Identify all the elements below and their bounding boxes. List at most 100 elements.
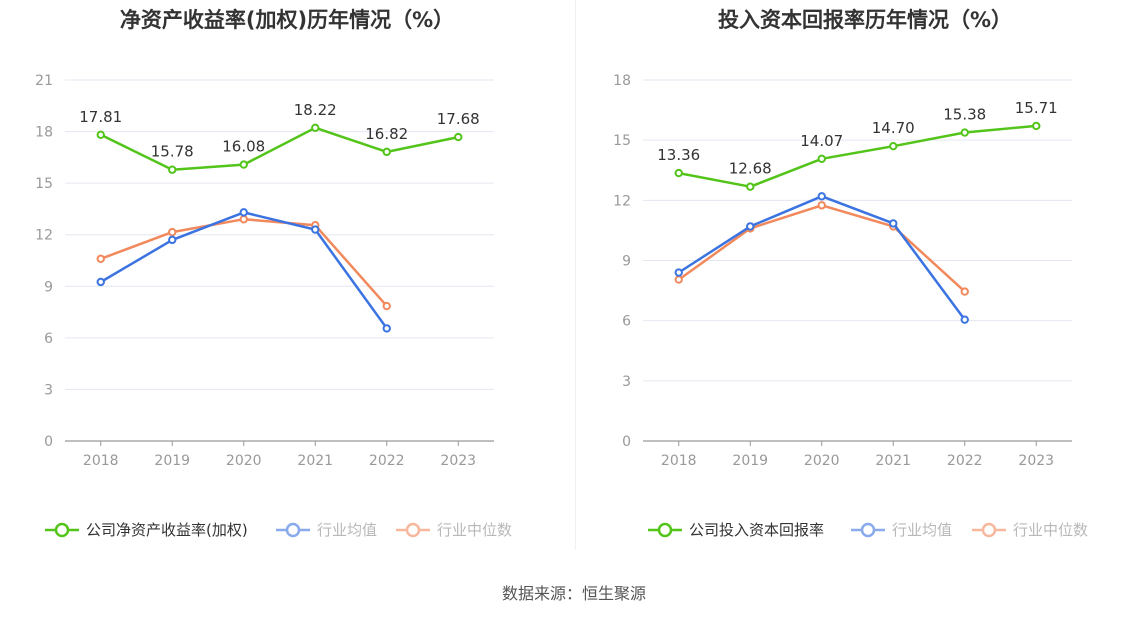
data-point [674, 268, 683, 277]
data-label: 13.36 [657, 146, 700, 164]
data-point [746, 222, 755, 231]
data-point [239, 208, 248, 217]
y-tick-label: 6 [622, 314, 631, 330]
data-point [382, 301, 391, 311]
legend-item: 行业中位数 [972, 521, 1088, 539]
series-line [100, 126, 459, 171]
data-point [311, 225, 320, 234]
series-line [678, 204, 966, 293]
data-point [239, 160, 248, 169]
y-tick-label: 9 [622, 254, 631, 270]
y-tick-label: 9 [44, 279, 53, 295]
series-line [100, 211, 388, 330]
data-point [96, 277, 105, 287]
panel-divider [575, 0, 576, 550]
data-point [817, 154, 826, 164]
legend-item: 公司净资产收益率(加权) [45, 521, 248, 539]
data-point [454, 132, 463, 142]
y-tick-label: 6 [44, 331, 53, 347]
x-tick-label: 2020 [804, 453, 840, 469]
x-tick-label: 2021 [875, 453, 911, 469]
legend-marker [981, 522, 997, 538]
data-label: 17.68 [437, 110, 480, 128]
data-point [168, 227, 177, 237]
y-tick-label: 12 [613, 193, 631, 209]
data-point [817, 192, 826, 201]
legend-marker [285, 522, 301, 538]
x-tick-label: 2022 [369, 453, 405, 469]
x-tick-label: 2019 [154, 453, 190, 469]
series-line [678, 195, 966, 321]
legend-item: 行业均值 [851, 521, 952, 539]
data-label: 14.07 [800, 132, 843, 150]
data-point [96, 254, 105, 263]
legend-item: 行业均值 [276, 521, 377, 539]
data-point [96, 130, 105, 140]
data-point [746, 182, 755, 191]
x-tick-label: 2023 [440, 453, 476, 469]
y-tick-label: 3 [622, 374, 631, 390]
data-point [817, 201, 826, 210]
data-point [311, 123, 320, 132]
x-tick-label: 2018 [83, 453, 119, 469]
legend-label: 公司投入资本回报率 [689, 521, 824, 539]
legend-marker [54, 522, 70, 538]
data-label: 15.38 [943, 106, 986, 124]
data-point [960, 287, 969, 296]
legend-label: 公司净资产收益率(加权) [86, 521, 248, 539]
data-point [382, 147, 391, 157]
chart-title: 净资产收益率(加权)历年情况（%） [119, 8, 455, 32]
y-tick-label: 21 [35, 73, 53, 89]
data-point [960, 128, 969, 137]
data-point [239, 215, 248, 224]
data-point [889, 219, 898, 228]
legend-label: 行业中位数 [1013, 521, 1088, 539]
data-point [168, 235, 177, 245]
x-tick-label: 2019 [732, 453, 768, 469]
data-label: 18.22 [294, 101, 337, 119]
series-line [100, 217, 388, 307]
data-point [674, 275, 683, 284]
data-point [382, 324, 391, 333]
y-tick-label: 0 [622, 434, 631, 450]
y-tick-label: 12 [35, 228, 53, 244]
data-label: 16.82 [365, 125, 408, 143]
x-tick-label: 2018 [661, 453, 697, 469]
legend-label: 行业均值 [892, 521, 952, 539]
x-tick-label: 2020 [226, 453, 262, 469]
data-label: 17.81 [79, 108, 122, 126]
x-tick-label: 2023 [1018, 453, 1054, 469]
roe-chart: 净资产收益率(加权)历年情况（%） 0 3 6 9 12 15 18 21 2018 2019 20… [0, 0, 574, 560]
roic-chart: 投入资本回报率历年情况（%） 0 3 6 9 12 15 18 2018 2019 2020 202… [578, 0, 1148, 560]
data-point [1032, 121, 1041, 131]
chart-title: 投入资本回报率历年情况（%） [717, 8, 1013, 32]
legend-marker [657, 522, 673, 538]
y-tick-label: 15 [613, 133, 631, 149]
legend-item: 公司投入资本回报率 [648, 521, 824, 539]
data-label: 12.68 [729, 160, 772, 178]
y-tick-label: 18 [613, 73, 631, 89]
y-tick-label: 0 [44, 434, 53, 450]
y-tick-label: 15 [35, 176, 53, 192]
data-label: 14.70 [872, 119, 915, 137]
data-point [889, 141, 898, 151]
data-label: 15.71 [1015, 99, 1058, 117]
data-point [960, 315, 969, 324]
legend-item: 行业中位数 [396, 521, 512, 539]
x-tick-label: 2021 [297, 453, 333, 469]
roe-plot: 0 3 6 9 12 15 18 21 2018 2019 2020 2021 2022 2023 17.8… [35, 73, 512, 539]
legend-label: 行业中位数 [437, 521, 512, 539]
data-point [674, 168, 683, 178]
data-source: 数据来源：恒生聚源 [501, 584, 646, 603]
data-point [168, 165, 177, 174]
y-tick-label: 18 [35, 125, 53, 141]
legend-label: 行业均值 [317, 521, 377, 539]
series-line [678, 124, 1037, 188]
data-label: 16.08 [222, 138, 265, 156]
data-label: 15.78 [151, 143, 194, 161]
legend-marker [860, 522, 876, 538]
x-tick-label: 2022 [947, 453, 983, 469]
y-tick-label: 3 [44, 382, 53, 398]
legend-marker [405, 522, 421, 538]
roic-plot: 0 3 6 9 12 15 18 2018 2019 2020 2021 2022 2023 13.36 1… [613, 73, 1088, 539]
